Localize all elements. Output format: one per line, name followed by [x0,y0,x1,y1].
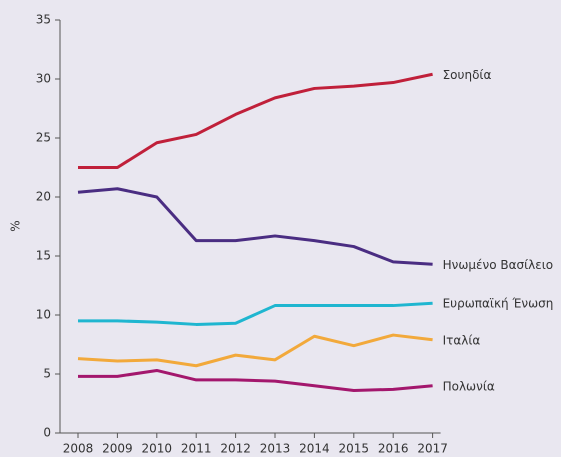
x-tick-label: 2008 [63,442,94,456]
series-line [78,368,433,393]
series-label: Ηνωμένο Βασίλειο [443,258,554,272]
y-tick-label: 20 [36,190,51,204]
x-tick-label: 2013 [260,442,291,456]
x-tick-label: 2012 [220,442,251,456]
series-line [78,72,433,169]
series-label: Πολωνία [443,379,495,393]
x-tick-label: 2016 [378,442,409,456]
y-tick-label: 10 [36,308,51,322]
x-tick-label: 2014 [299,442,330,456]
series-line [77,187,433,266]
y-tick-label: 35 [36,13,51,27]
x-tick-label: 2017 [417,442,448,456]
x-tick-label: 2009 [102,442,133,456]
x-tick-label: 2010 [142,442,173,456]
y-tick-label: 0 [43,426,51,440]
series-line [78,301,433,326]
series-label: Ιταλία [443,333,481,347]
y-tick-label: 5 [43,367,51,381]
y-axis-label: % [9,220,23,231]
series-line [77,333,433,368]
y-tick-label: 15 [36,249,51,263]
x-tick-label: 2015 [339,442,370,456]
y-tick-label: 25 [36,131,51,145]
x-tick-label: 2011 [181,442,212,456]
series-label: Σουηδία [443,68,492,82]
y-tick-label: 30 [36,72,51,86]
series-label: Ευρωπαϊκή Ένωση [443,297,554,311]
